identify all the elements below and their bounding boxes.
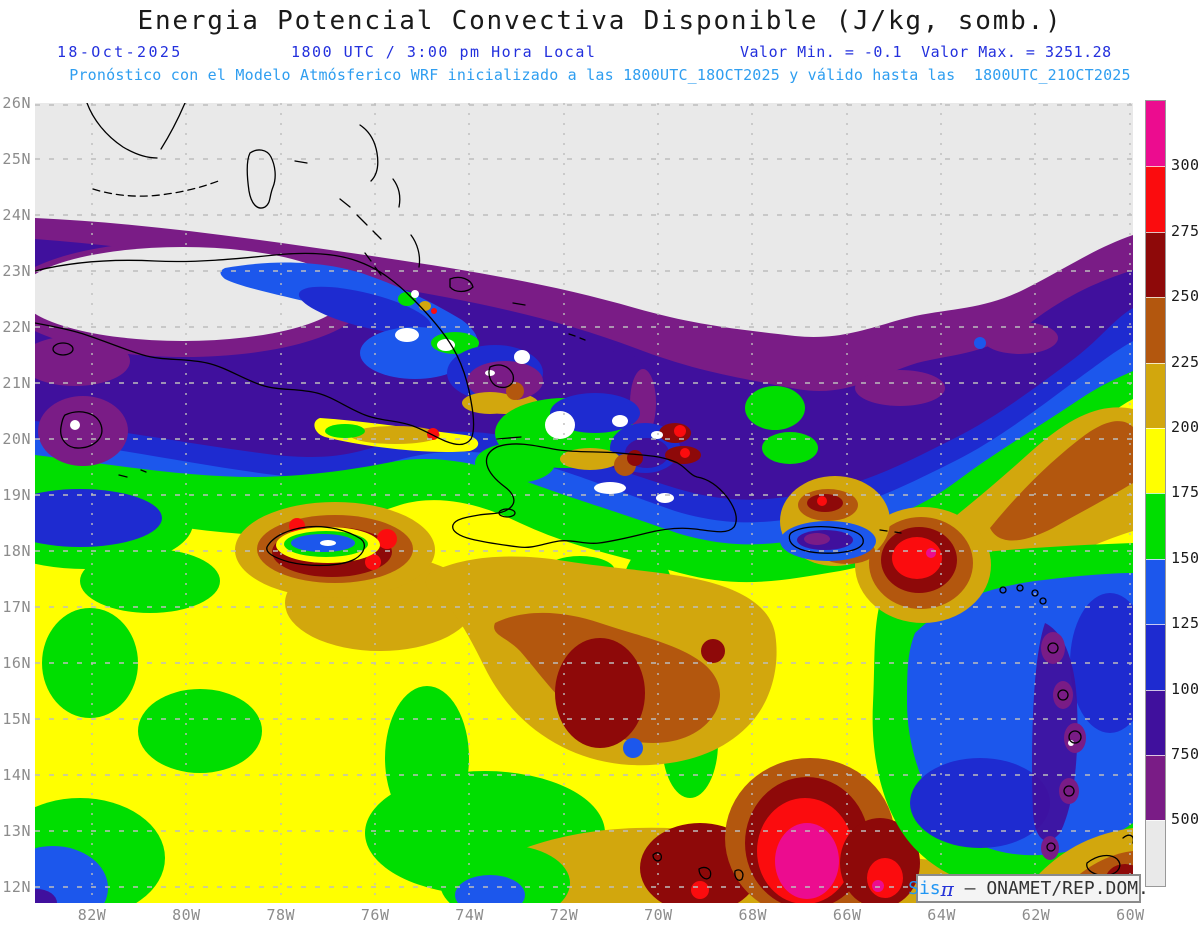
lat-label-17N: 17N	[2, 598, 31, 616]
exuma-cays	[339, 198, 382, 240]
colorbar-band-1	[1146, 166, 1165, 232]
jamaica-coastline	[266, 525, 366, 567]
colorbar-tick-3000: 3000	[1171, 156, 1200, 175]
watermark-org: ONAMET/REP.DOM.	[986, 878, 1149, 899]
colorbar-band-4	[1146, 362, 1165, 428]
value-min-max: Valor Min. = -0.1 Valor Max. = 3251.28	[740, 43, 1112, 61]
long-island-bahamas	[410, 234, 421, 268]
lat-label-14N: 14N	[2, 766, 31, 784]
colorbar-band-6	[1146, 493, 1165, 559]
abc-islands	[652, 852, 744, 881]
lon-label-72W: 72W	[549, 906, 579, 924]
colorbar-band-2	[1146, 231, 1165, 298]
florida-tip	[86, 103, 186, 159]
colorbar-tick-2250: 2250	[1171, 352, 1200, 371]
colorbar-band-0	[1146, 101, 1165, 167]
lat-label-15N: 15N	[2, 710, 31, 728]
lon-label-78W: 78W	[266, 906, 296, 924]
crooked-acklins	[449, 276, 474, 293]
andros-island	[246, 149, 276, 209]
lon-label-76W: 76W	[360, 906, 390, 924]
lat-label-12N: 12N	[2, 878, 31, 896]
colorbar-band-8	[1146, 624, 1165, 690]
new-providence	[294, 160, 308, 164]
puerto-rico-coastline	[788, 526, 864, 554]
south-features	[35, 386, 1035, 903]
cayman-islands	[118, 469, 147, 478]
lat-label-25N: 25N	[2, 150, 31, 168]
colorbar-tick-1500: 1500	[1171, 548, 1200, 567]
forecast-date: 18-Oct-2025	[57, 43, 183, 61]
colorbar-band-5	[1146, 427, 1165, 494]
lon-label-60W: 60W	[1116, 906, 1145, 924]
isla-juventud	[52, 342, 74, 356]
colorbar-tick-2500: 2500	[1171, 287, 1200, 306]
colorbar-band-7	[1146, 558, 1165, 625]
forecast-time: 1800 UTC / 3:00 pm Hora Local	[291, 43, 597, 61]
lat-label-18N: 18N	[2, 542, 31, 560]
lon-label-70W: 70W	[644, 906, 673, 924]
white-minima-spots	[70, 290, 674, 546]
pi-symbol-icon: π	[940, 876, 954, 901]
colorbar	[1145, 100, 1166, 887]
lat-label-21N: 21N	[2, 374, 31, 392]
lesser-antilles-arc	[999, 584, 1082, 852]
colorbar-band-10	[1146, 754, 1165, 821]
eleuthera-island	[359, 124, 379, 182]
lat-label-26N: 26N	[2, 94, 31, 112]
lon-label-80W: 80W	[172, 906, 201, 924]
florida-keys	[92, 179, 222, 197]
lon-label-62W: 62W	[1021, 906, 1051, 924]
colorbar-tick-750: 750	[1171, 745, 1200, 763]
jamaica-feature	[235, 502, 435, 598]
tortuga-island	[496, 436, 522, 440]
coastlines	[35, 103, 1133, 897]
lon-label-66W: 66W	[832, 906, 862, 924]
zero-contour-ring	[60, 411, 103, 449]
cuba-coastline	[35, 252, 475, 446]
lat-label-16N: 16N	[2, 654, 31, 672]
colorbar-tick-2750: 2750	[1171, 221, 1200, 240]
colorbar-tick-1250: 1250	[1171, 614, 1200, 633]
gonave-island	[498, 508, 516, 518]
lon-label-68W: 68W	[738, 906, 768, 924]
graticule	[35, 103, 1133, 903]
map-area	[35, 103, 1133, 903]
hispaniola-coastline	[452, 443, 737, 549]
lat-label-23N: 23N	[2, 262, 31, 280]
watermark-sis: Sis	[908, 878, 941, 899]
lat-label-24N: 24N	[2, 206, 31, 224]
virgin-islands	[879, 529, 902, 534]
colorbar-tick-500: 500	[1171, 810, 1200, 829]
great-inagua	[488, 364, 515, 389]
colorbar-band-9	[1146, 689, 1165, 755]
ragged-cays	[364, 252, 382, 276]
model-init-line: Pronóstico con el Modelo Atmósferico WRF…	[69, 66, 1131, 84]
colorbar-tick-1000: 1000	[1171, 679, 1200, 698]
watermark-box: Sis π — ONAMET/REP.DOM.	[908, 874, 1149, 903]
mayaguana	[512, 302, 526, 306]
colorbar-tick-1750: 1750	[1171, 483, 1200, 502]
cat-island	[392, 178, 401, 208]
page-title: Energia Potencial Convectiva Disponible …	[137, 6, 1063, 36]
watermark-separator: —	[953, 878, 987, 899]
lat-label-22N: 22N	[2, 318, 31, 336]
cape-map-canvas	[35, 103, 1133, 903]
lat-label-19N: 19N	[2, 486, 31, 504]
colorbar-band-11	[1146, 820, 1165, 886]
lat-label-20N: 20N	[2, 430, 31, 448]
lon-label-64W: 64W	[927, 906, 956, 924]
colorbar-band-3	[1146, 297, 1165, 363]
turks-caicos	[568, 333, 586, 341]
hot-spot-63w	[855, 507, 991, 623]
colorbar-tick-2000: 2000	[1171, 418, 1200, 436]
lon-label-74W: 74W	[455, 906, 484, 924]
lat-label-13N: 13N	[2, 822, 31, 840]
lon-label-82W: 82W	[77, 906, 107, 924]
